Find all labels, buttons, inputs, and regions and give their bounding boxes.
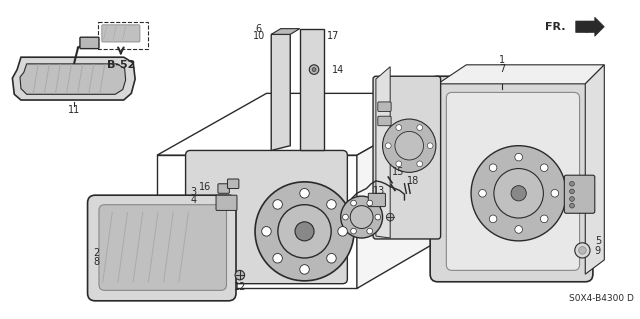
FancyBboxPatch shape	[102, 25, 140, 42]
Text: 7: 7	[499, 63, 506, 74]
Circle shape	[479, 189, 486, 197]
Polygon shape	[576, 17, 604, 36]
FancyBboxPatch shape	[227, 179, 239, 189]
Text: 5: 5	[595, 236, 601, 246]
Text: 1: 1	[499, 55, 506, 65]
Circle shape	[540, 164, 548, 172]
Circle shape	[396, 125, 402, 130]
Text: 16: 16	[199, 182, 211, 192]
Text: 2: 2	[93, 248, 100, 258]
Circle shape	[540, 215, 548, 223]
Polygon shape	[300, 29, 324, 151]
Polygon shape	[271, 29, 300, 34]
Polygon shape	[157, 155, 357, 288]
Text: 8: 8	[94, 257, 100, 267]
Circle shape	[295, 222, 314, 241]
Text: 3: 3	[190, 187, 196, 197]
Circle shape	[575, 243, 590, 258]
Polygon shape	[12, 57, 135, 100]
Text: FR.: FR.	[545, 22, 565, 32]
Circle shape	[273, 200, 282, 209]
Circle shape	[387, 213, 394, 221]
Text: 18: 18	[407, 176, 420, 186]
Text: 17: 17	[327, 31, 339, 41]
Circle shape	[515, 226, 522, 233]
FancyBboxPatch shape	[98, 22, 147, 48]
Polygon shape	[438, 65, 604, 84]
Circle shape	[570, 203, 574, 208]
Circle shape	[471, 146, 566, 241]
Circle shape	[338, 226, 348, 236]
Circle shape	[375, 214, 381, 220]
Circle shape	[351, 228, 356, 234]
Circle shape	[417, 125, 422, 130]
Circle shape	[396, 161, 402, 167]
Circle shape	[383, 119, 436, 172]
Circle shape	[511, 186, 526, 201]
Text: 10: 10	[253, 31, 265, 41]
FancyBboxPatch shape	[378, 102, 391, 111]
Text: 9: 9	[595, 246, 601, 256]
Text: 4: 4	[190, 195, 196, 205]
Circle shape	[235, 271, 244, 280]
FancyBboxPatch shape	[99, 205, 227, 290]
Circle shape	[494, 168, 543, 218]
Text: 6: 6	[256, 24, 262, 33]
Circle shape	[515, 153, 522, 161]
Circle shape	[351, 200, 356, 206]
FancyBboxPatch shape	[218, 184, 229, 193]
Text: 11: 11	[68, 106, 81, 115]
FancyBboxPatch shape	[430, 76, 593, 282]
Circle shape	[385, 143, 391, 149]
Circle shape	[342, 214, 348, 220]
Circle shape	[262, 226, 271, 236]
Polygon shape	[376, 67, 390, 238]
Circle shape	[570, 189, 574, 194]
FancyBboxPatch shape	[216, 195, 237, 211]
Circle shape	[278, 205, 331, 258]
Circle shape	[273, 254, 282, 263]
Polygon shape	[157, 93, 467, 155]
Circle shape	[309, 65, 319, 74]
FancyBboxPatch shape	[88, 195, 236, 301]
Circle shape	[326, 200, 336, 209]
FancyBboxPatch shape	[373, 76, 440, 239]
Circle shape	[570, 197, 574, 201]
Circle shape	[570, 182, 574, 186]
Circle shape	[326, 254, 336, 263]
Polygon shape	[585, 65, 604, 274]
Circle shape	[551, 189, 559, 197]
FancyBboxPatch shape	[446, 93, 580, 271]
Circle shape	[312, 68, 316, 71]
Circle shape	[395, 131, 424, 160]
Circle shape	[489, 215, 497, 223]
Text: B-52: B-52	[107, 60, 135, 70]
Circle shape	[340, 196, 383, 238]
FancyBboxPatch shape	[80, 37, 99, 48]
Text: 12: 12	[234, 282, 246, 292]
Circle shape	[579, 247, 586, 254]
Circle shape	[350, 206, 373, 228]
Circle shape	[367, 200, 372, 206]
Circle shape	[255, 182, 354, 281]
Circle shape	[300, 189, 309, 198]
Polygon shape	[271, 34, 291, 151]
Circle shape	[417, 161, 422, 167]
Circle shape	[489, 164, 497, 172]
FancyBboxPatch shape	[378, 116, 391, 126]
Polygon shape	[20, 64, 125, 94]
Text: S0X4-B4300 D: S0X4-B4300 D	[569, 294, 634, 303]
Circle shape	[367, 228, 372, 234]
Polygon shape	[357, 93, 467, 288]
Text: 15: 15	[392, 167, 404, 177]
Text: 14: 14	[332, 64, 344, 75]
FancyBboxPatch shape	[186, 151, 348, 284]
Circle shape	[428, 143, 433, 149]
FancyBboxPatch shape	[368, 193, 385, 207]
Text: 13: 13	[373, 186, 385, 197]
Circle shape	[300, 265, 309, 274]
FancyBboxPatch shape	[564, 175, 595, 213]
